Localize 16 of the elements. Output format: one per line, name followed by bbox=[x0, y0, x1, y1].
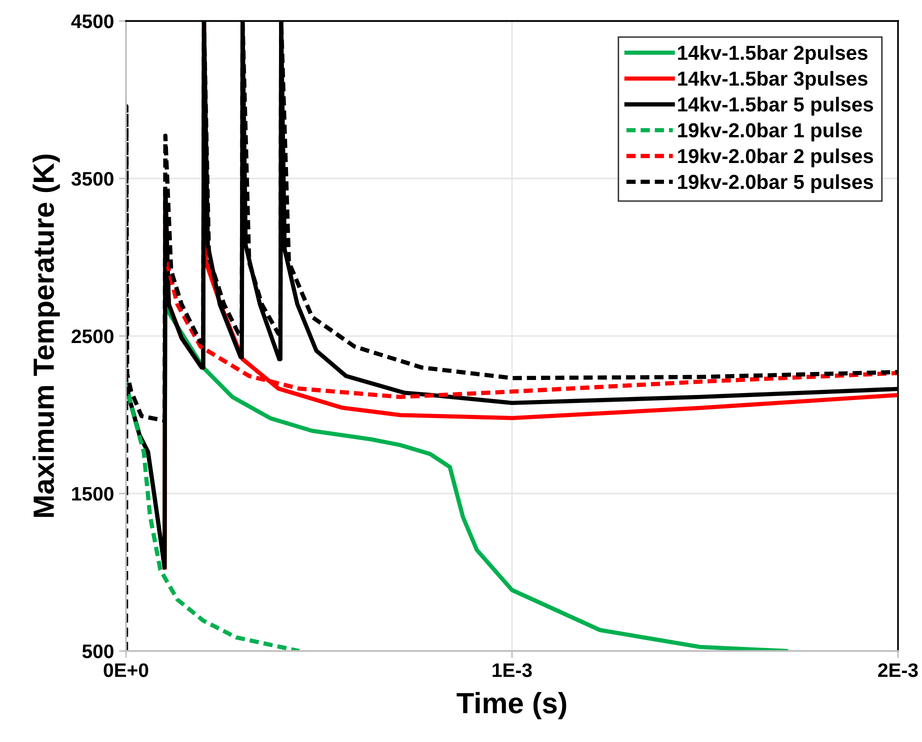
y-tick-label: 3500 bbox=[71, 172, 114, 186]
legend-label: 14kv-1.5bar 2pulses bbox=[678, 45, 868, 64]
legend-label: 14kv-1.5bar 3pulses bbox=[678, 70, 868, 90]
y-tick-label: 2500 bbox=[72, 329, 114, 344]
x-tick-label: 2E-3 bbox=[878, 663, 918, 678]
x-tick-label: 0E+0 bbox=[104, 663, 148, 678]
y-tick-label: 1500 bbox=[72, 486, 114, 501]
legend-label: 19kv-2.0bar 2 pulses bbox=[678, 148, 874, 168]
y-axis-title: Maximum Temperature (K) bbox=[32, 154, 60, 517]
legend-label: 19kv-2.0bar 1 pulse bbox=[678, 122, 862, 142]
x-axis-title: Time (s) bbox=[456, 692, 566, 720]
y-tick-label: 500 bbox=[82, 644, 114, 658]
legend-label: 19kv-2.0bar 5 pulses bbox=[678, 174, 874, 194]
y-tick-label: 4500 bbox=[71, 14, 114, 28]
x-tick-label: 1E-3 bbox=[492, 663, 532, 678]
legend-label: 14kv-1.5bar 5 pulses bbox=[678, 96, 874, 116]
